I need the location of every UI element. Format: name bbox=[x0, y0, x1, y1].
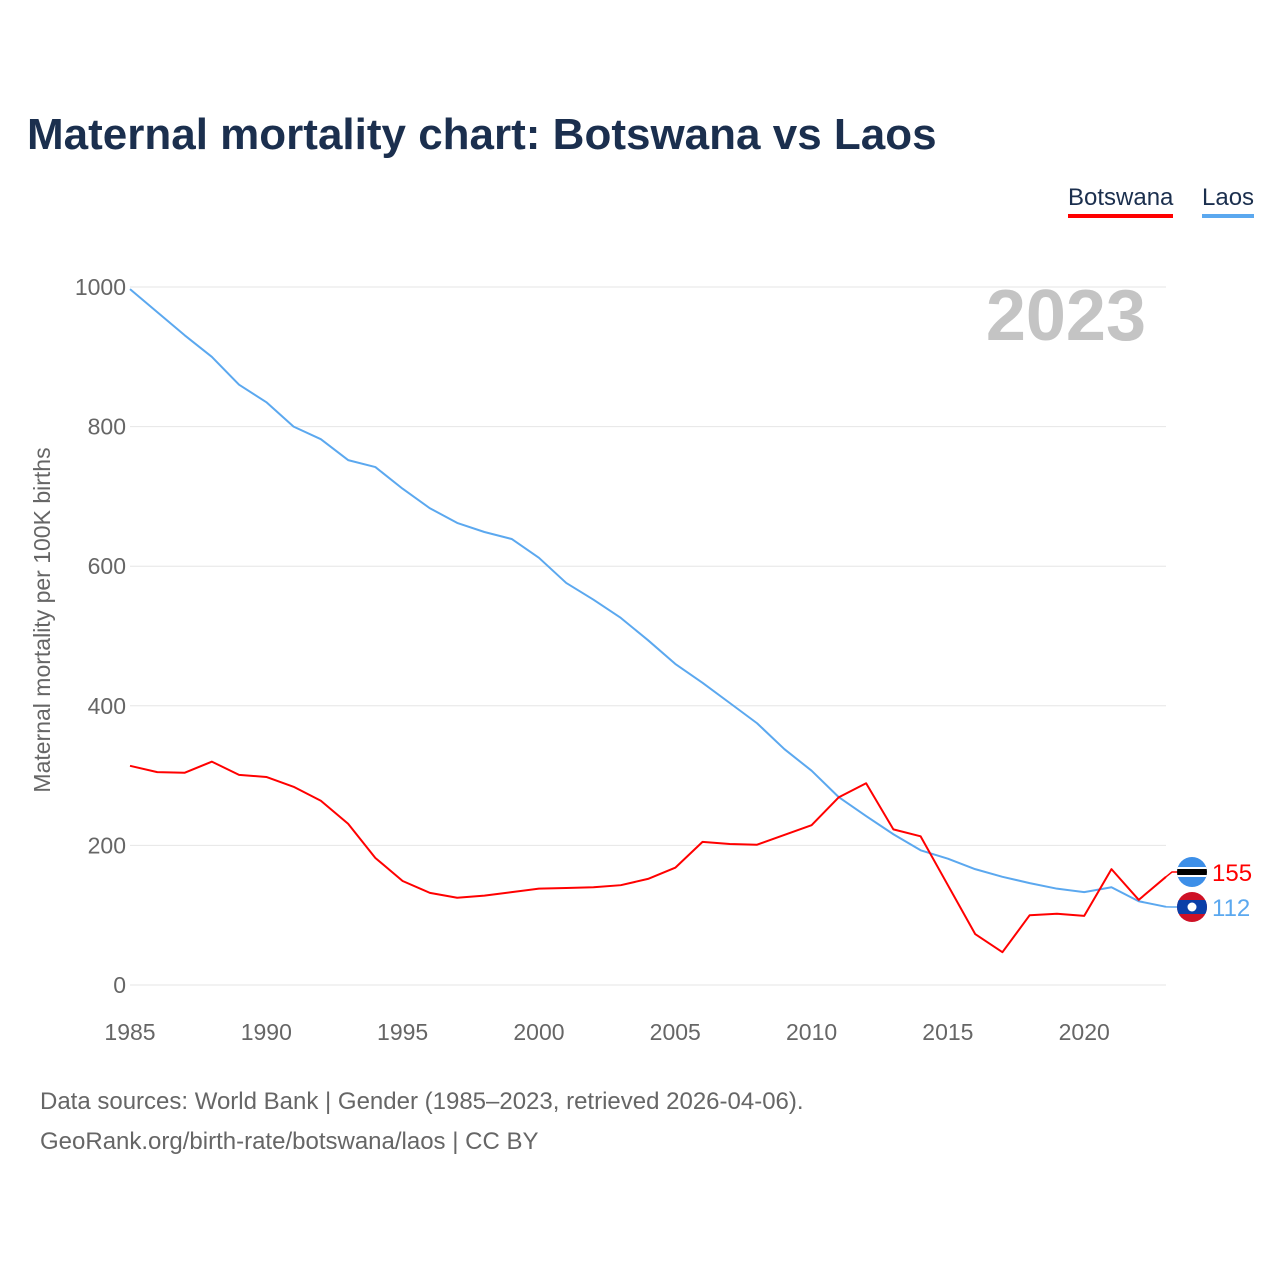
x-tick-label: 2015 bbox=[922, 1019, 973, 1045]
y-axis-label: Maternal mortality per 100K births bbox=[29, 447, 55, 792]
laos-flag-icon bbox=[1177, 892, 1207, 922]
series-line-laos bbox=[129, 288, 1167, 908]
y-tick-label: 600 bbox=[88, 553, 126, 579]
end-label-laos: 112 bbox=[1212, 895, 1250, 922]
data-source: Data sources: World Bank | Gender (1985–… bbox=[40, 1088, 804, 1115]
y-tick-label: 800 bbox=[88, 414, 126, 440]
legend-laos[interactable]: Laos bbox=[1202, 184, 1255, 218]
x-tick-label: 1990 bbox=[241, 1019, 292, 1045]
botswana-flag-icon bbox=[1177, 857, 1207, 887]
x-tick-label: 1985 bbox=[104, 1019, 155, 1045]
attribution: GeoRank.org/birth-rate/botswana/laos | C… bbox=[40, 1128, 539, 1155]
year-watermark: 2023 bbox=[986, 276, 1146, 356]
connector-botswana bbox=[1165, 871, 1178, 878]
legend-botswana[interactable]: Botswana bbox=[1068, 184, 1174, 218]
y-tick-label: 1000 bbox=[75, 274, 126, 300]
y-tick-label: 200 bbox=[88, 832, 126, 858]
x-tick-label: 1995 bbox=[377, 1019, 428, 1045]
series-line-botswana bbox=[129, 760, 1167, 954]
end-label-botswana: 155 bbox=[1212, 860, 1252, 887]
x-tick-label: 2005 bbox=[650, 1019, 701, 1045]
y-tick-label: 400 bbox=[88, 693, 126, 719]
x-tick-label: 2010 bbox=[786, 1019, 837, 1045]
x-tick-label: 2000 bbox=[513, 1019, 564, 1045]
chart-title: Maternal mortality chart: Botswana vs La… bbox=[27, 110, 937, 159]
x-tick-label: 2020 bbox=[1059, 1019, 1110, 1045]
y-tick-label: 0 bbox=[113, 972, 126, 998]
